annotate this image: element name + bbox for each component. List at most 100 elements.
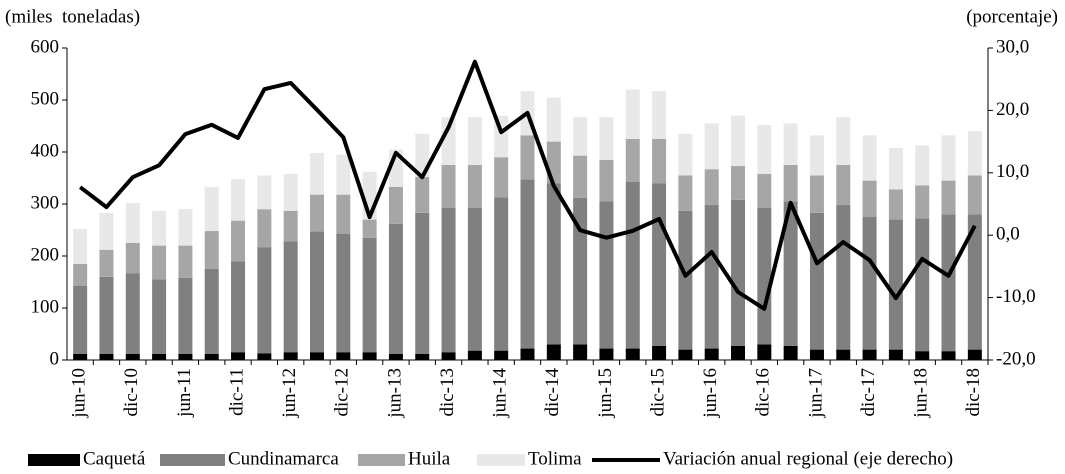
bar-segment <box>652 91 667 139</box>
bar-segment <box>494 350 509 360</box>
bar-segment <box>704 123 719 170</box>
bar-segment <box>257 247 272 354</box>
bar-segment <box>415 212 430 354</box>
bar-segment <box>599 117 614 160</box>
legend-swatch <box>28 454 80 466</box>
bar-segment <box>336 194 351 234</box>
bar-segment <box>520 348 535 360</box>
bar-segment <box>967 214 982 350</box>
bar-segment <box>915 218 930 352</box>
bar-segment <box>678 210 693 350</box>
bar-segment <box>625 89 640 139</box>
bar-segment <box>467 117 482 165</box>
bar-segment <box>809 349 824 360</box>
bar-segment <box>362 352 377 360</box>
x-tick-label: jun-14 <box>490 368 511 419</box>
bar-segment <box>467 350 482 360</box>
bar-segment <box>783 345 798 360</box>
bar-segment <box>888 219 903 350</box>
legend-label: Cundinamarca <box>228 448 339 469</box>
y2-tick-label: -20,0 <box>996 348 1036 369</box>
bar-segment <box>257 209 272 248</box>
bar-segment <box>415 133 430 177</box>
bar-segment <box>757 207 772 345</box>
bar-segment <box>388 223 403 354</box>
bar-segment <box>783 123 798 165</box>
y-tick-label: 300 <box>31 192 60 213</box>
bar-segment <box>836 349 851 360</box>
x-tick-label: dic-16 <box>753 368 774 417</box>
bar-segment <box>941 214 956 352</box>
x-tick-label: jun-13 <box>384 368 405 419</box>
bar-segment <box>152 353 167 360</box>
bar-segment <box>546 183 561 345</box>
bar-segment <box>73 353 88 360</box>
x-tick-label: dic-15 <box>647 368 668 417</box>
x-tick-label: jun-15 <box>595 368 616 419</box>
bar-segment <box>125 273 140 354</box>
y2-axis-title: (porcentaje) <box>966 6 1058 27</box>
bar-segment <box>309 153 324 195</box>
bar-segment <box>283 352 298 360</box>
bar-segment <box>888 349 903 360</box>
bar-segment <box>231 179 246 221</box>
legend-label: Huila <box>408 448 451 469</box>
bar-segment <box>257 353 272 360</box>
bar-segment <box>678 349 693 360</box>
bar-segment <box>967 175 982 215</box>
x-tick-label: dic-10 <box>121 368 142 417</box>
bar-segment <box>336 233 351 353</box>
y-tick-label: 100 <box>31 296 60 317</box>
bar-segment <box>494 197 509 351</box>
bar-segment <box>441 207 456 353</box>
bar-segment <box>441 117 456 165</box>
bar-segment <box>678 133 693 176</box>
bar-segment <box>573 344 588 360</box>
bar-segment <box>73 228 88 264</box>
bar-segment <box>573 117 588 156</box>
bar-segment <box>467 207 482 351</box>
bar-segment <box>678 175 693 211</box>
bar-segment <box>125 353 140 360</box>
bar-segment <box>809 175 824 213</box>
bar-segment <box>967 131 982 176</box>
legend-label: Variación anual regional (eje derecho) <box>663 448 953 469</box>
bar-segment <box>99 212 114 250</box>
bar-segment <box>99 353 114 360</box>
bar-segment <box>467 165 482 208</box>
bar-segment <box>757 173 772 208</box>
bar-segment <box>388 186 403 224</box>
x-tick-label: dic-13 <box>437 368 458 417</box>
bar-segment <box>309 352 324 360</box>
x-tick-label: jun-10 <box>69 368 90 419</box>
legend-swatch <box>477 454 525 466</box>
bar-segment <box>862 135 877 181</box>
bar-segment <box>178 209 193 246</box>
x-tick-label: jun-16 <box>700 368 721 419</box>
bar-segment <box>704 169 719 206</box>
bar-segment <box>152 245 167 280</box>
bar-segment <box>599 159 614 202</box>
y2-tick-label: 10,0 <box>996 161 1029 182</box>
y2-tick-label: 30,0 <box>996 36 1029 57</box>
bar-segment <box>415 176 430 213</box>
bar-segment <box>836 117 851 165</box>
bar-segment <box>178 277 193 354</box>
x-tick-label: dic-17 <box>858 368 879 417</box>
bar-segment <box>152 279 167 354</box>
bar-segment <box>204 353 219 360</box>
y2-tick-label: -10,0 <box>996 286 1036 307</box>
bar-segment <box>941 180 956 215</box>
y-tick-label: 500 <box>31 88 60 109</box>
bar-segment <box>783 201 798 346</box>
bar-segment <box>757 344 772 360</box>
x-tick-label: jun-18 <box>911 368 932 419</box>
bar-segment <box>178 353 193 360</box>
bar-segment <box>99 276 114 354</box>
bar-segment <box>573 197 588 345</box>
bar-segment <box>336 352 351 360</box>
bar-segment <box>283 241 298 353</box>
bar-segment <box>546 344 561 360</box>
bar-segment <box>388 353 403 360</box>
